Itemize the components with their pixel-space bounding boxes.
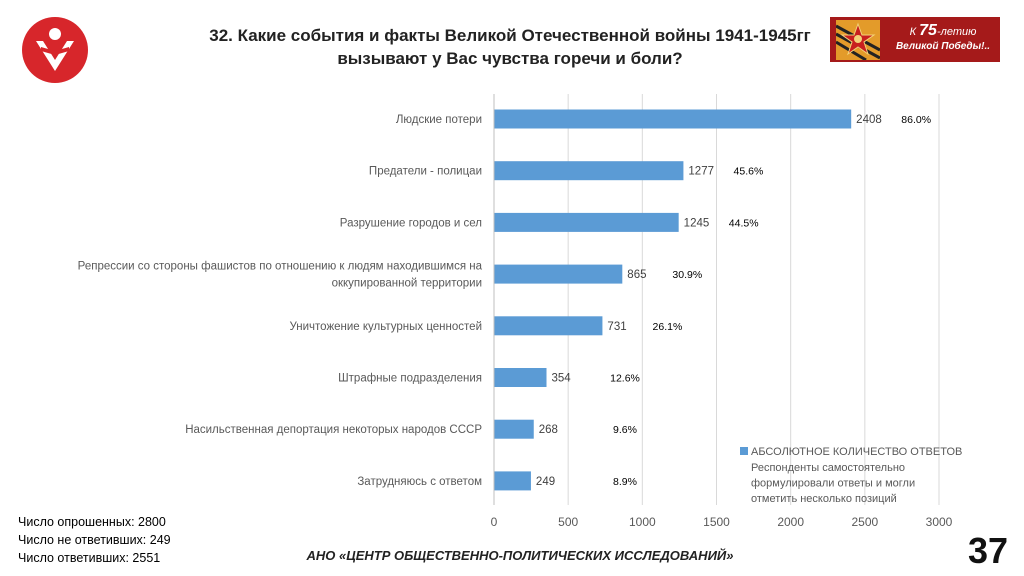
legend-note-line: формулировали ответы и могли [751, 478, 915, 490]
data-label: 268 [539, 424, 558, 436]
category-label: оккупированной территории [332, 278, 482, 290]
banner-prefix: К [909, 26, 920, 38]
category-label: Уничтожение культурных ценностей [289, 321, 482, 333]
x-tick-label: 2000 [777, 515, 804, 529]
victory-anniversary-banner: К 75-летию Великой Победы!.. [830, 17, 1000, 62]
stat-not-answered: Число не ответивших: 249 [18, 533, 171, 547]
x-tick-label: 3000 [926, 515, 953, 529]
title-line-1: 32. Какие события и факты Великой Отечес… [209, 26, 811, 45]
legend-label: АБСОЛЮТНОЕ КОЛИЧЕСТВО ОТВЕТОВ [751, 446, 962, 458]
x-tick-label: 0 [491, 515, 498, 529]
data-label: 865 [627, 269, 646, 281]
percent-label: 12.6% [610, 373, 640, 385]
legend-note-line: отметить несколько позиций [751, 493, 897, 505]
category-label: Разрушение городов и сел [340, 217, 482, 229]
banner-line-1: К 75-летию [890, 22, 996, 39]
percent-label: 44.5% [729, 217, 759, 229]
percent-label: 30.9% [672, 269, 702, 281]
data-label: 354 [552, 373, 572, 385]
x-tick-label: 1000 [629, 515, 656, 529]
data-label: 1245 [684, 217, 710, 229]
bar [494, 161, 684, 181]
bar [494, 471, 531, 491]
category-label: Насильственная депортация некоторых наро… [185, 424, 482, 436]
bar [494, 419, 534, 439]
banner-suffix: -летию [936, 26, 977, 38]
percent-label: 9.6% [613, 424, 637, 436]
banner-number: 75 [919, 22, 937, 39]
stat-answered: Число ответивших: 2551 [18, 551, 161, 565]
bar [494, 264, 623, 284]
category-label: Предатели - полицаи [369, 166, 482, 178]
category-label: Затрудняюсь с ответом [357, 476, 482, 488]
bar [494, 109, 852, 129]
percent-label: 8.9% [613, 476, 637, 488]
data-label: 731 [607, 321, 626, 333]
organization-logo [22, 17, 88, 83]
bar [494, 212, 679, 232]
bar [494, 368, 547, 387]
percent-label: 45.6% [734, 166, 764, 178]
category-label: Людские потери [396, 114, 482, 126]
category-label: Репрессии со стороны фашистов по отношен… [78, 261, 483, 273]
page-number: 37 [968, 530, 1009, 571]
legend-swatch [740, 447, 748, 455]
data-label: 1277 [688, 166, 714, 178]
x-tick-label: 1500 [703, 515, 730, 529]
percent-label: 86.0% [901, 114, 931, 126]
legend-note-line: Респонденты самостоятельно [751, 462, 905, 474]
banner-line-2: Великой Победы!.. [895, 41, 991, 52]
percent-label: 26.1% [653, 321, 683, 333]
bar [494, 316, 603, 336]
chart-title: 32. Какие события и факты Великой Отечес… [200, 24, 820, 70]
data-label: 2408 [856, 114, 882, 126]
data-label: 249 [536, 476, 555, 488]
x-tick-label: 2500 [851, 515, 878, 529]
x-tick-label: 500 [558, 515, 578, 529]
category-label: Штрафные подразделения [338, 373, 482, 385]
title-line-2: вызывают у Вас чувства горечи и боли? [337, 49, 683, 68]
stat-surveyed: Число опрошенных: 2800 [18, 515, 166, 529]
organization-footer: АНО «ЦЕНТР ОБЩЕСТВЕННО-ПОЛИТИЧЕСКИХ ИССЛ… [306, 548, 734, 563]
order-star-icon [836, 20, 880, 60]
survey-stats: Число опрошенных: 2800 Число не ответивш… [18, 513, 171, 567]
